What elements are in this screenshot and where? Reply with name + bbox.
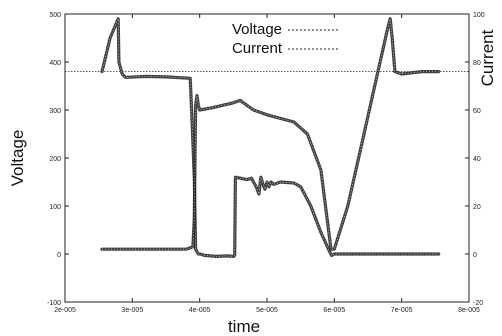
y-left-tick-label: 300	[49, 108, 61, 115]
axes-layer: 2e-005 3e-005 4e-005 5e-005 6e-005 7e-005 8e-0…	[47, 12, 485, 314]
legend-label-voltage: Voltage	[232, 21, 282, 38]
x-tick-label: 7e-005	[391, 307, 413, 314]
y-right-tick-label: 0	[473, 252, 477, 259]
y-right-tick-label: -20	[473, 300, 483, 307]
y-left-tick-label: 200	[49, 156, 61, 163]
y-left-tick-label: 500	[49, 12, 61, 19]
y-left-tick-label: 100	[49, 204, 61, 211]
x-tick-label: 6e-005	[323, 307, 345, 314]
y-left-tick-label: -100	[47, 300, 61, 307]
y-right-tick-label: 60	[473, 108, 481, 115]
x-tick-label: 4e-005	[189, 307, 211, 314]
series-layer	[65, 17, 469, 258]
y-axis-left-title: Voltage	[8, 130, 27, 187]
series-line-current	[100, 17, 441, 251]
legend: Voltage Current	[232, 21, 338, 57]
x-tick-label: 3e-005	[121, 307, 143, 314]
y-right-tick-label: 40	[473, 156, 481, 163]
x-axis-title: time	[228, 317, 260, 336]
x-tick-label: 5e-005	[256, 307, 278, 314]
y-left-tick-label: 0	[57, 252, 61, 259]
y-right-tick-label: 100	[473, 12, 485, 19]
x-tick-label: 8e-005	[458, 307, 480, 314]
y-axis-right-title: Current	[478, 29, 497, 86]
y-right-tick-label: 20	[473, 204, 481, 211]
legend-label-current: Current	[232, 40, 283, 57]
y-left-tick-label: 400	[49, 60, 61, 67]
y-right-tick-label: 80	[473, 60, 481, 67]
series-hatch-voltage	[101, 18, 439, 257]
x-tick-label: 2e-005	[54, 307, 76, 314]
